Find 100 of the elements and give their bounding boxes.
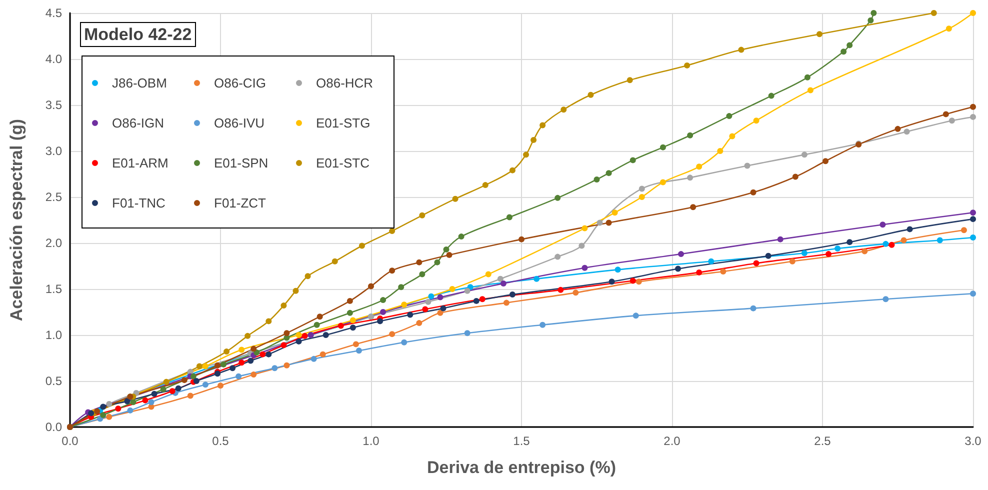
point (473, 298, 480, 304)
point (422, 306, 428, 312)
point (720, 268, 726, 275)
point (244, 332, 251, 339)
point (503, 300, 510, 306)
y-tick-label: 1.5 (45, 282, 62, 296)
point (554, 194, 561, 201)
point (169, 388, 176, 394)
point (316, 314, 323, 320)
point (280, 342, 287, 348)
point (230, 365, 236, 372)
point (630, 157, 636, 164)
point (389, 268, 396, 274)
legend-label: O86-CIG (214, 76, 266, 90)
text: Modelo 42-22 (84, 25, 192, 44)
x-tick-label: 0.0 (62, 434, 79, 448)
point (236, 373, 242, 380)
x-tick-label: 1.5 (513, 434, 530, 448)
point (380, 297, 386, 304)
point (100, 412, 106, 418)
point (280, 302, 287, 309)
point (729, 133, 736, 140)
point (801, 250, 808, 256)
point (497, 276, 504, 282)
point (338, 322, 344, 329)
point (632, 312, 639, 319)
point (834, 246, 841, 252)
x-axis-title: Deriva de entrepiso (%) (427, 458, 616, 477)
point (948, 118, 955, 124)
point (506, 214, 512, 220)
point (100, 404, 106, 410)
point (750, 189, 756, 196)
point (518, 236, 524, 242)
point (425, 298, 432, 305)
point (509, 167, 516, 174)
point (970, 10, 976, 16)
point (630, 278, 636, 284)
legend-label: O86-IGN (112, 116, 164, 130)
point (314, 322, 320, 328)
y-tick-label: 2.5 (45, 190, 62, 204)
point (320, 351, 326, 358)
x-tick-label: 2.0 (664, 434, 681, 448)
point (440, 305, 446, 312)
point (322, 332, 329, 338)
point (398, 284, 404, 290)
point (606, 170, 612, 176)
point (846, 42, 853, 48)
point (626, 77, 633, 84)
point (582, 264, 588, 271)
legend-label: E01-SPN (214, 156, 268, 170)
point (458, 234, 464, 240)
point (636, 278, 642, 285)
point (582, 225, 588, 232)
point (416, 320, 422, 326)
point (94, 408, 100, 414)
point (260, 351, 266, 358)
point (882, 240, 889, 247)
point (660, 144, 666, 150)
point (389, 228, 396, 234)
point (443, 246, 450, 252)
point (190, 373, 196, 380)
point (266, 318, 272, 324)
point (202, 382, 208, 388)
point (437, 294, 444, 300)
point (202, 363, 208, 370)
point (540, 122, 546, 128)
point (449, 286, 456, 292)
point (310, 356, 317, 362)
y-tick-label: 4.0 (45, 52, 62, 66)
point (554, 254, 561, 260)
point (753, 118, 760, 124)
point (678, 251, 684, 258)
point (142, 397, 148, 404)
point (870, 10, 877, 16)
point (970, 290, 976, 297)
point (401, 339, 408, 346)
point (389, 331, 396, 338)
point (970, 104, 976, 110)
y-tick-label: 0.5 (45, 374, 62, 388)
point (744, 162, 750, 169)
point (346, 310, 353, 316)
point (479, 296, 486, 302)
point (765, 252, 772, 259)
y-axis-title: Aceleración espectral (g) (7, 118, 26, 322)
point (352, 341, 359, 348)
point (608, 278, 615, 285)
point (970, 216, 976, 222)
point (224, 348, 230, 355)
point (738, 46, 744, 53)
legend-label: O86-HCR (316, 76, 374, 90)
point (717, 148, 724, 154)
legend-label: E01-ARM (112, 156, 168, 170)
y-tick-label: 4.5 (45, 6, 62, 20)
y-tick-label: 1.0 (45, 328, 62, 342)
point (638, 194, 645, 200)
point (346, 298, 353, 304)
point (594, 176, 600, 183)
y-tick-label: 3.5 (45, 98, 62, 112)
point (304, 273, 311, 280)
x-tick-label: 3.0 (964, 434, 982, 448)
